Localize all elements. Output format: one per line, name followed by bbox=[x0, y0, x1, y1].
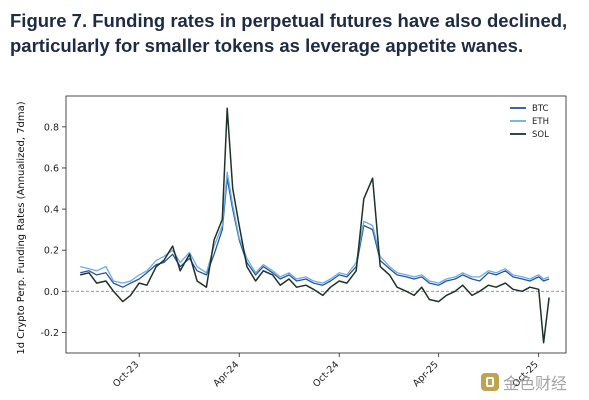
legend-label-sol: SOL bbox=[532, 130, 549, 140]
y-tick-label: -0.2 bbox=[40, 328, 59, 339]
watermark: 金色财经 bbox=[480, 370, 567, 394]
x-tick-label: Oct-24 bbox=[311, 359, 341, 389]
y-axis-label: 1d Crypto Perp. Funding Rates (Annualize… bbox=[16, 101, 27, 354]
x-tick-label: Apr-25 bbox=[411, 359, 441, 389]
y-tick-label: 0.0 bbox=[44, 287, 59, 298]
logo-icon bbox=[480, 373, 499, 391]
x-tick-label: Oct-23 bbox=[111, 359, 141, 389]
y-tick-label: 0.4 bbox=[44, 205, 59, 216]
watermark-text: 金色财经 bbox=[502, 374, 567, 393]
x-tick-label: Apr-24 bbox=[211, 359, 241, 389]
series-line-sol bbox=[80, 107, 550, 344]
series-line-btc bbox=[80, 177, 550, 288]
chart-series bbox=[80, 107, 550, 344]
series-line-eth bbox=[80, 171, 550, 284]
y-tick-label: 0.2 bbox=[44, 246, 59, 257]
y-tick-label: 0.8 bbox=[44, 122, 59, 133]
legend-label-btc: BTC bbox=[532, 104, 549, 114]
y-tick-label: 0.6 bbox=[44, 163, 59, 174]
plot-frame bbox=[65, 95, 567, 354]
chart-axes: -0.2 0.0 0.2 0.4 0.6 0.8 Oct-23 Apr-24 Oct-24 Apr… bbox=[40, 95, 567, 390]
legend-label-eth: ETH bbox=[532, 117, 549, 127]
chart-legend: BTC ETH SOL bbox=[510, 104, 549, 140]
page-title: Figure 7. Funding rates in perpetual fut… bbox=[10, 10, 568, 56]
